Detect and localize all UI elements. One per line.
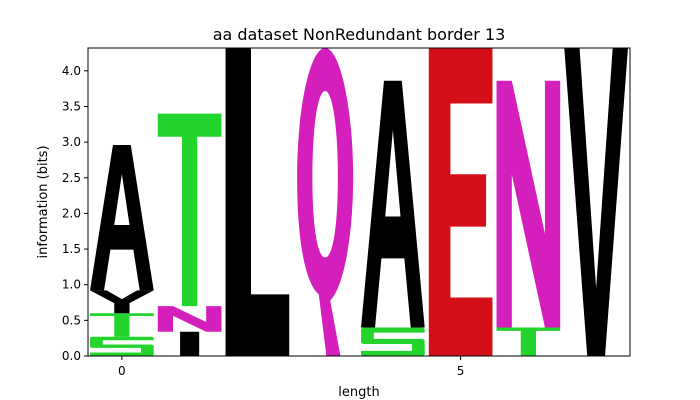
y-tick-label: 0.5 — [62, 313, 81, 327]
x-axis-label: length — [338, 385, 379, 400]
x-tick-label: 5 — [457, 364, 465, 378]
logo-letter-s-pos-0 — [90, 336, 154, 356]
logo-letter-s-pos-4 — [361, 327, 425, 356]
logo-letter-i-pos-1 — [180, 331, 200, 356]
y-tick-label: 2.5 — [62, 171, 81, 185]
logo-letter-t-pos-6 — [496, 327, 561, 356]
logo-letter-t-pos-0 — [90, 313, 154, 337]
logo-letter-e-pos-5 — [428, 48, 493, 356]
y-tick-label: 0.0 — [62, 349, 81, 363]
letters-layer — [90, 48, 628, 356]
logo-letter-y-pos-0 — [90, 290, 154, 314]
x-tick-label: 0 — [118, 364, 126, 378]
logo-letter-n-pos-6 — [496, 80, 561, 328]
y-tick-label: 2.0 — [62, 206, 81, 220]
logo-letter-v-pos-7 — [564, 48, 628, 356]
y-tick-label: 1.0 — [62, 278, 81, 292]
chart-title: aa dataset NonRedundant border 13 — [213, 25, 506, 44]
y-axis-label: information (bits) — [36, 145, 51, 258]
y-tick-label: 1.5 — [62, 242, 81, 256]
logo-letter-a-pos-0 — [90, 144, 154, 291]
y-tick-label: 4.0 — [62, 64, 81, 78]
y-tick-label: 3.0 — [62, 135, 81, 149]
logo-letter-a-pos-4 — [361, 80, 425, 328]
y-tick-label: 3.5 — [62, 99, 81, 113]
logo-letter-t-pos-1 — [157, 113, 222, 307]
plot-frame — [87, 47, 631, 357]
y-axis: 0.0 0.5 1.0 1.5 2.0 2.5 3.0 3.5 4.0 — [62, 64, 88, 363]
logo-letter-q-pos-3 — [297, 48, 354, 356]
logo-letter-n-pos-1 — [157, 306, 222, 332]
logo-letter-l-pos-2 — [225, 48, 290, 356]
